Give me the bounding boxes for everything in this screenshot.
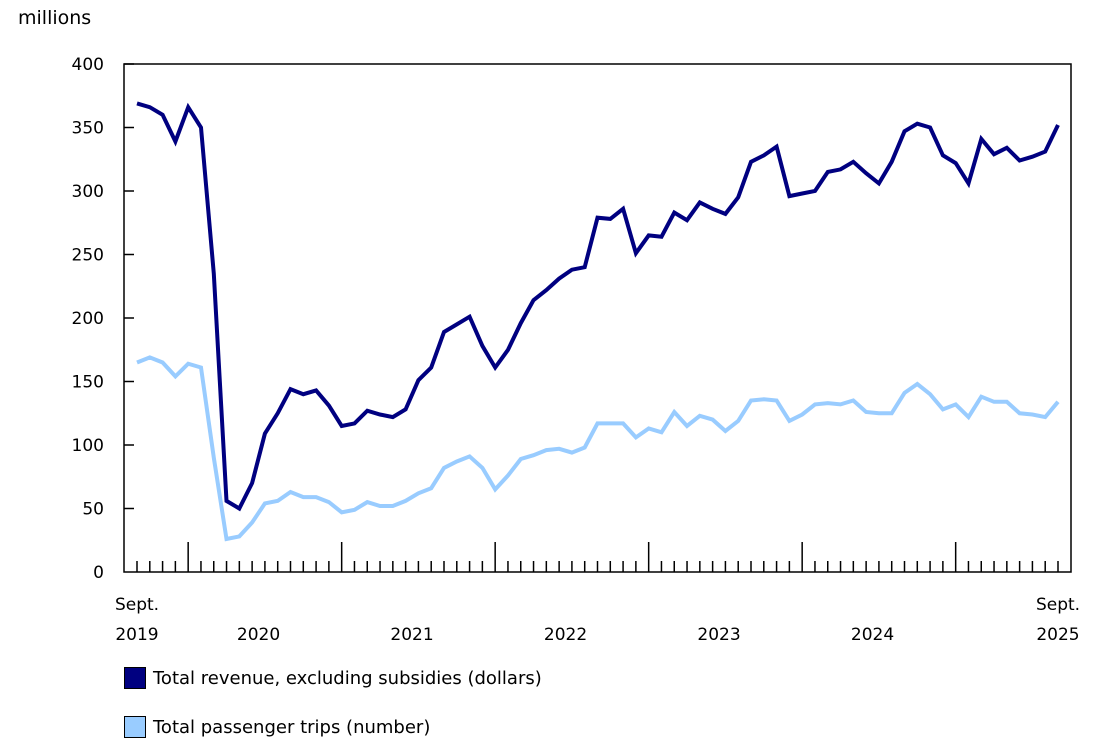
- x-tick-label: 2021: [390, 625, 433, 645]
- legend-swatch-revenue: [124, 667, 146, 689]
- x-tick-label: 2019: [115, 625, 158, 645]
- y-tick-label: 300: [72, 182, 104, 202]
- y-tick-label: 50: [82, 500, 104, 520]
- y-tick-label: 250: [72, 246, 104, 266]
- x-tick-label: 2023: [697, 625, 740, 645]
- legend-item-trips: Total passenger trips (number): [124, 716, 430, 738]
- series-line-revenue: [136, 101, 1060, 512]
- y-tick-label: 200: [72, 309, 104, 329]
- y-tick-label: 0: [93, 563, 104, 583]
- legend-swatch-trips: [124, 716, 146, 738]
- x-tick-label: 2024: [851, 625, 894, 645]
- x-tick-label: 2025: [1036, 625, 1079, 645]
- y-tick-label: 100: [72, 436, 104, 456]
- series-line-trips: [136, 355, 1060, 542]
- x-tick-label: 2022: [544, 625, 587, 645]
- y-axis-label: millions: [18, 7, 91, 29]
- x-tick-label-line1: Sept.: [1036, 595, 1080, 615]
- legend-label-trips: Total passenger trips (number): [153, 716, 431, 738]
- x-tick-label: 2020: [237, 625, 280, 645]
- plot-frame: [123, 63, 1072, 573]
- y-tick-label: 400: [72, 55, 104, 75]
- y-tick-label: 150: [72, 373, 104, 393]
- legend-label-revenue: Total revenue, excluding subsidies (doll…: [153, 667, 542, 689]
- legend-item-revenue: Total revenue, excluding subsidies (doll…: [124, 667, 542, 689]
- y-tick-label: 350: [72, 119, 104, 139]
- x-tick-label-line1: Sept.: [115, 595, 159, 615]
